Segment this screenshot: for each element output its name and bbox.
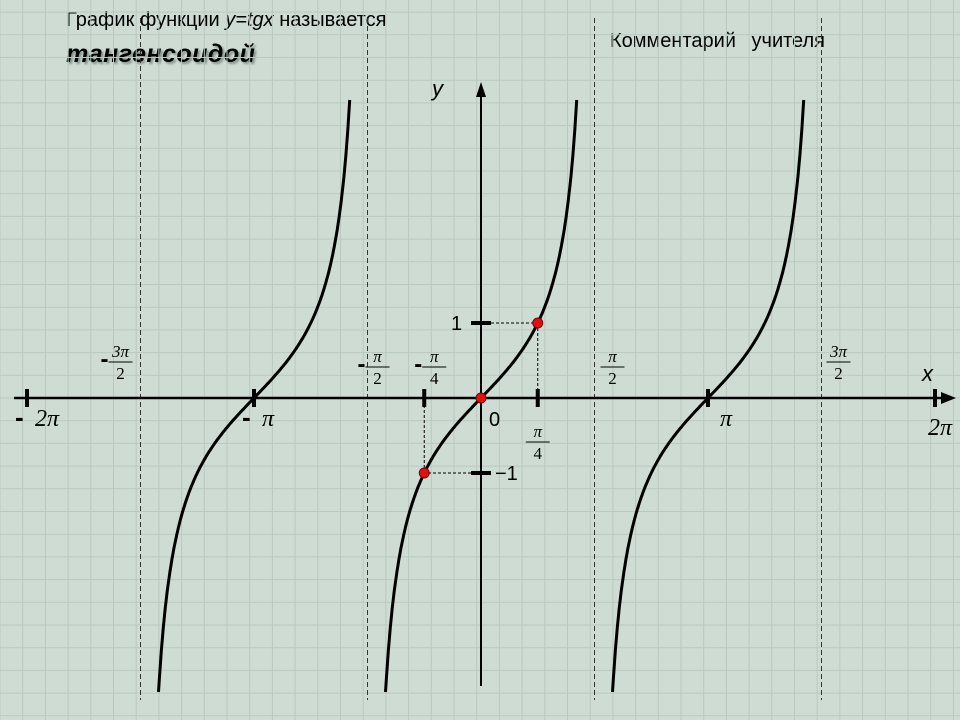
x-tick-label: 2π [928,415,953,441]
x-tick-denominator: 2 [116,364,125,383]
x-tick-sign: - [101,346,109,373]
asymptotes [140,18,822,700]
x-tick-sign: - [15,402,24,432]
data-point [532,317,544,329]
x-tick-sign: - [242,402,251,432]
x-tick-denominator: 4 [430,369,439,388]
x-tick-numerator: 3π [111,342,130,361]
chart-subtitle: тангенсоидой [66,40,256,68]
teacher-comment-link[interactable]: Комментарий учителя [610,30,826,52]
x-axis-label: x [921,361,934,386]
data-point [418,467,430,479]
x-axis-arrow [941,392,956,404]
data-points [418,317,544,479]
x-tick-denominator: 4 [534,444,543,463]
x-tick-numerator: 3π [829,342,848,361]
y-axis-arrow [476,82,486,97]
y-tick-label: −1 [495,463,518,485]
x-tick-sign: - [358,351,366,378]
axes: x y 0 [14,76,956,686]
data-point [475,392,487,404]
y-tick-label: 1 [451,313,462,335]
x-tick-numerator: π [533,422,542,441]
x-tick-numerator: π [430,347,439,366]
y-axis-label: y [430,76,445,101]
origin-label: 0 [489,409,500,431]
x-tick-numerator: π [373,347,382,366]
x-tick-sign: - [414,351,422,378]
x-tick-denominator: 2 [834,364,843,383]
x-tick-label: π [720,406,733,432]
title-suffix: называется [273,9,387,31]
x-tick-numerator: π [608,347,617,366]
guide-lines [423,322,539,474]
x-tick-denominator: 2 [608,369,617,388]
x-tick-label: π [262,406,275,432]
x-tick-label: 2π [35,406,60,432]
x-tick-denominator: 2 [373,369,382,388]
